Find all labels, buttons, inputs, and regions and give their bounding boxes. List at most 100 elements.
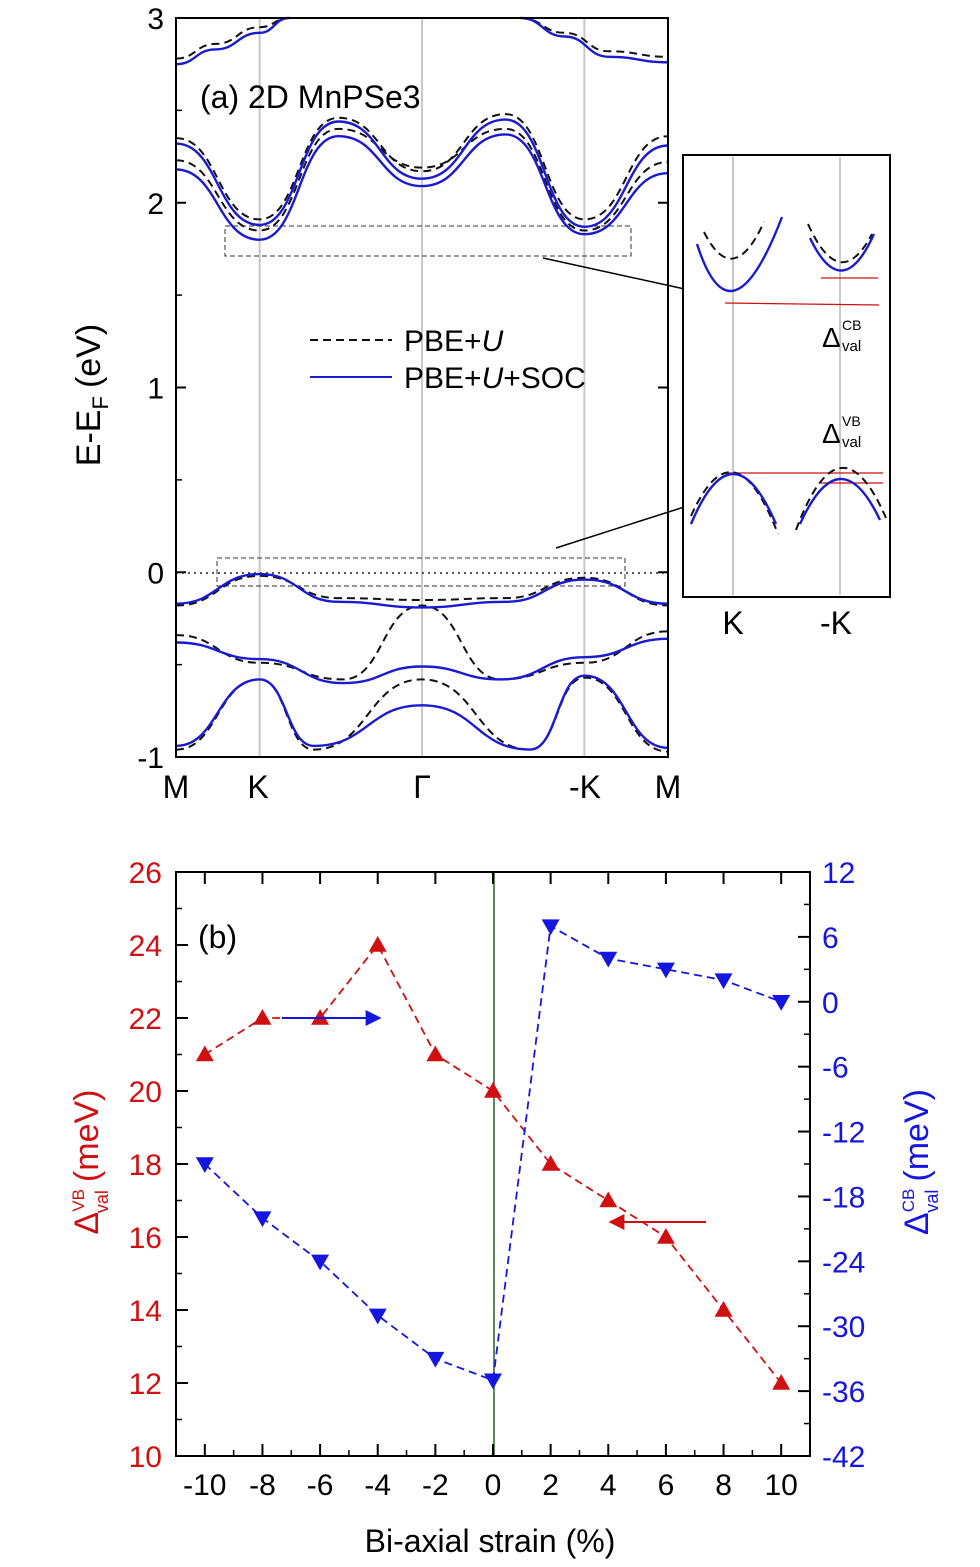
cb-tick-label-8: 6 — [822, 922, 839, 955]
k-label-2: Γ — [413, 769, 431, 805]
pbe-band-0 — [175, 574, 669, 607]
vb-callout-arrow — [555, 497, 708, 549]
inset-cb-soc-k — [695, 216, 784, 293]
inset-vb-soc-minus-k — [798, 477, 882, 525]
k-point-gridlines — [258, 18, 586, 757]
vb-tick-label-4: 18 — [129, 1149, 162, 1182]
strain-tick-label-5: 0 — [485, 1469, 502, 1502]
strain-x-axis-label: Bi-axial strain (%) — [365, 1523, 616, 1559]
band-curves — [175, 16, 669, 753]
cb-point-8 — [656, 962, 675, 979]
valley-inset: Δ CB val Δ VB val K -K — [682, 154, 891, 641]
inset-frame — [682, 154, 891, 598]
energy-axis-label: E-EF(eV) — [70, 324, 113, 466]
strain-tick-label-10: 10 — [764, 1469, 797, 1502]
inset-vb-soc-k — [689, 472, 778, 525]
energy-tick-label-3: 0 — [147, 557, 164, 590]
cb-tick-label-2: -30 — [822, 1311, 865, 1344]
pbe-band-5 — [175, 17, 290, 60]
inset-cb-ref-k — [724, 302, 880, 306]
cb-highlight-box — [224, 225, 632, 257]
cb-point-2 — [311, 1254, 330, 1271]
inset-cb-pbe-minus-k — [807, 223, 873, 264]
strain-tick-label-6: 2 — [542, 1469, 559, 1502]
inset-vb-delta-sup: VB — [842, 413, 861, 429]
inset-k-label: K — [722, 605, 743, 641]
k-label-1: K — [247, 769, 268, 805]
vb-tick-label-3: 16 — [129, 1222, 162, 1255]
strain-tick-label-1: -8 — [249, 1469, 276, 1502]
inset-cb-delta-sup: CB — [842, 317, 861, 333]
vb-highlight-box — [216, 557, 626, 587]
cb-point-9 — [714, 973, 733, 990]
soc-band-6 — [520, 16, 669, 64]
cb-series-line — [204, 924, 782, 1382]
cb-point-0 — [195, 1157, 214, 1173]
cb-tick-label-5: -12 — [822, 1117, 865, 1150]
pbe-band-4 — [175, 127, 669, 232]
strain-tick-label-2: -6 — [307, 1469, 334, 1502]
vb-tick-label-6: 22 — [129, 1003, 162, 1036]
vb-point-3 — [368, 936, 387, 952]
cb-point-10 — [772, 995, 791, 1011]
cb-point-4 — [426, 1351, 445, 1368]
k-label-0: M — [163, 769, 190, 805]
strain-tick-label-7: 4 — [600, 1469, 617, 1502]
k-path-labels: M K Γ -K M — [163, 769, 682, 805]
strain-plot-title: (b) — [198, 919, 237, 955]
vb-point-6 — [541, 1155, 560, 1171]
legend: PBE+U PBE+U+SOC — [310, 325, 586, 395]
energy-axis-ticks: 3 2 1 0 -1 — [137, 3, 668, 775]
energy-tick-label-0: 3 — [147, 3, 164, 36]
soc-band-4 — [175, 133, 669, 241]
soc-band-3 — [175, 118, 669, 229]
inset-vb-delta-label: Δ — [822, 418, 841, 449]
vb-point-0 — [195, 1045, 214, 1062]
inset-minus-k-label: -K — [820, 605, 852, 641]
strain-x-ticks: -10 -8 -6 -4 -2 0 2 4 6 8 10 — [183, 872, 798, 1502]
vb-series-line — [204, 943, 782, 1384]
vb-point-7 — [599, 1191, 618, 1208]
strain-tick-label-3: -4 — [364, 1469, 391, 1502]
inset-cb-pbe-k — [703, 221, 765, 260]
energy-tick-label-1: 2 — [147, 188, 164, 221]
strain-tick-label-8: 6 — [658, 1469, 675, 1502]
soc-band-0 — [175, 572, 669, 609]
cb-tick-label-1: -36 — [822, 1376, 865, 1409]
soc-band-1 — [175, 637, 669, 685]
strain-plot-frame — [175, 871, 811, 1457]
vb-tick-label-8: 26 — [129, 857, 162, 890]
inset-vb-delta-sub: val — [842, 434, 861, 451]
vb-point-8 — [656, 1228, 675, 1244]
strain-tick-label-0: -10 — [183, 1469, 226, 1502]
k-label-3: -K — [569, 769, 601, 805]
pbe-band-1 — [175, 604, 669, 681]
inset-vb-pbe-k — [690, 471, 779, 535]
strain-tick-label-4: -2 — [422, 1469, 449, 1502]
vb-tick-label-1: 12 — [129, 1368, 162, 1401]
vb-point-2 — [311, 1009, 330, 1025]
vb-tick-label-5: 20 — [129, 1076, 162, 1109]
band-plot-title: (a) 2D MnPSe3 — [200, 79, 421, 115]
vb-point-1 — [253, 1009, 272, 1025]
inset-vb-pbe-minus-k — [795, 467, 887, 531]
vb-axis-ticks: 10 12 14 16 18 20 22 24 26 — [129, 857, 188, 1474]
pbe-band-3 — [175, 113, 669, 221]
cb-tick-label-4: -18 — [822, 1181, 865, 1214]
cb-tick-label-9: 12 — [822, 857, 855, 890]
strain-tick-label-9: 8 — [715, 1469, 732, 1502]
energy-tick-label-2: 1 — [147, 373, 164, 406]
vb-tick-label-2: 14 — [129, 1295, 162, 1328]
vb-axis-label: ΔVB val(meV) — [68, 1090, 112, 1235]
inset-cb-soc-minus-k — [808, 233, 876, 272]
vb-tick-label-7: 24 — [129, 930, 162, 963]
cb-axis-ticks: -42 -36 -30 -24 -18 -12 -6 0 6 12 — [798, 857, 865, 1474]
soc-band-2 — [175, 674, 669, 751]
vb-point-9 — [714, 1301, 733, 1317]
cb-point-3 — [368, 1308, 387, 1325]
pbe-band-2 — [175, 676, 669, 753]
strain-series — [195, 919, 791, 1390]
band-structure-chart: 3 2 1 0 -1 M K Γ -K M (a) 2D MnPSe3 PBE+U PBE+U+… — [70, 3, 891, 805]
cb-axis-label: ΔCB val(meV) — [898, 1089, 942, 1235]
